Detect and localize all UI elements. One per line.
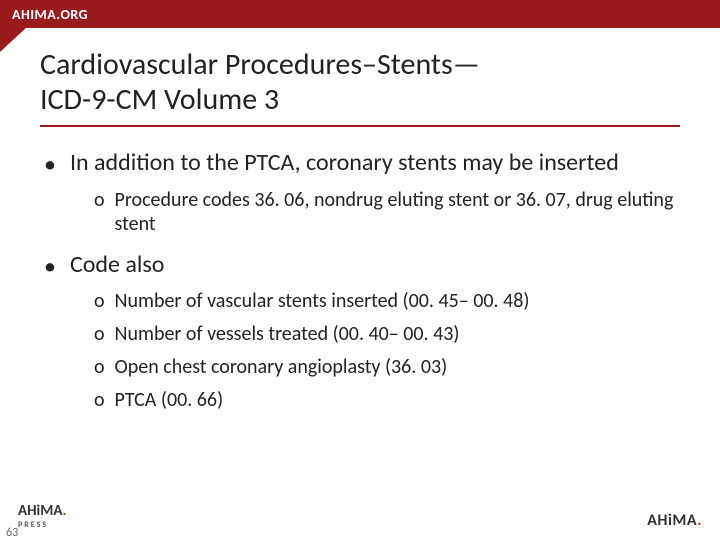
ahima-brand-text: AHiMA (647, 511, 697, 530)
title-line-1: Cardiovascular Procedures–Stents— (40, 46, 480, 83)
slide-title: Cardiovascular Procedures–Stents— ICD-9-… (40, 48, 680, 127)
bullet-level2: o Open chest coronary angioplasty (36. 0… (40, 355, 680, 380)
press-sub-text: PRESS (18, 520, 67, 530)
slide-footer: AHiMA. PRESS AHiMA. (0, 501, 720, 530)
bullet-text: Code also (70, 251, 164, 279)
bullet-level2: o Number of vascular stents inserted (00… (40, 289, 680, 314)
press-brand-text: AHiMA (18, 502, 63, 520)
bullet-text: Number of vessels treated (00. 40– 00. 4… (115, 322, 460, 346)
bullet-level1: • Code also (40, 251, 680, 282)
footer-right-logo: AHiMA. (647, 511, 702, 530)
bullet-level2: o PTCA (00. 66) (40, 388, 680, 413)
bullet-text: Number of vascular stents inserted (00. … (115, 289, 530, 313)
circle-marker-icon: o (94, 322, 105, 347)
title-line-2: ICD-9-CM Volume 3 (40, 81, 279, 118)
bullet-level2: o Procedure codes 36. 06, nondrug elutin… (40, 188, 680, 237)
bullet-text: In addition to the PTCA, coronary stents… (70, 149, 619, 177)
press-logo: AHiMA. PRESS (18, 501, 67, 530)
dot-icon: . (697, 511, 702, 530)
circle-marker-icon: o (94, 188, 105, 213)
circle-marker-icon: o (94, 355, 105, 380)
bullet-marker-icon: • (44, 151, 56, 180)
bullet-text: Open chest coronary angioplasty (36. 03) (115, 355, 448, 379)
circle-marker-icon: o (94, 388, 105, 413)
header-site-logo: AHIMA.ORG (12, 6, 88, 23)
page-number: 63 (6, 526, 18, 540)
bullet-marker-icon: • (44, 253, 56, 282)
slide-content: Cardiovascular Procedures–Stents— ICD-9-… (0, 28, 720, 413)
dot-icon: . (63, 502, 67, 520)
bullet-text: PTCA (00. 66) (115, 388, 224, 412)
bullet-text: Procedure codes 36. 06, nondrug eluting … (115, 188, 680, 237)
header-wedge-decoration (0, 28, 26, 52)
header-bar: AHIMA.ORG (0, 0, 720, 28)
footer-left-logo: AHiMA. PRESS (18, 501, 67, 530)
circle-marker-icon: o (94, 289, 105, 314)
bullet-level1: • In addition to the PTCA, coronary sten… (40, 149, 680, 180)
bullet-level2: o Number of vessels treated (00. 40– 00.… (40, 322, 680, 347)
